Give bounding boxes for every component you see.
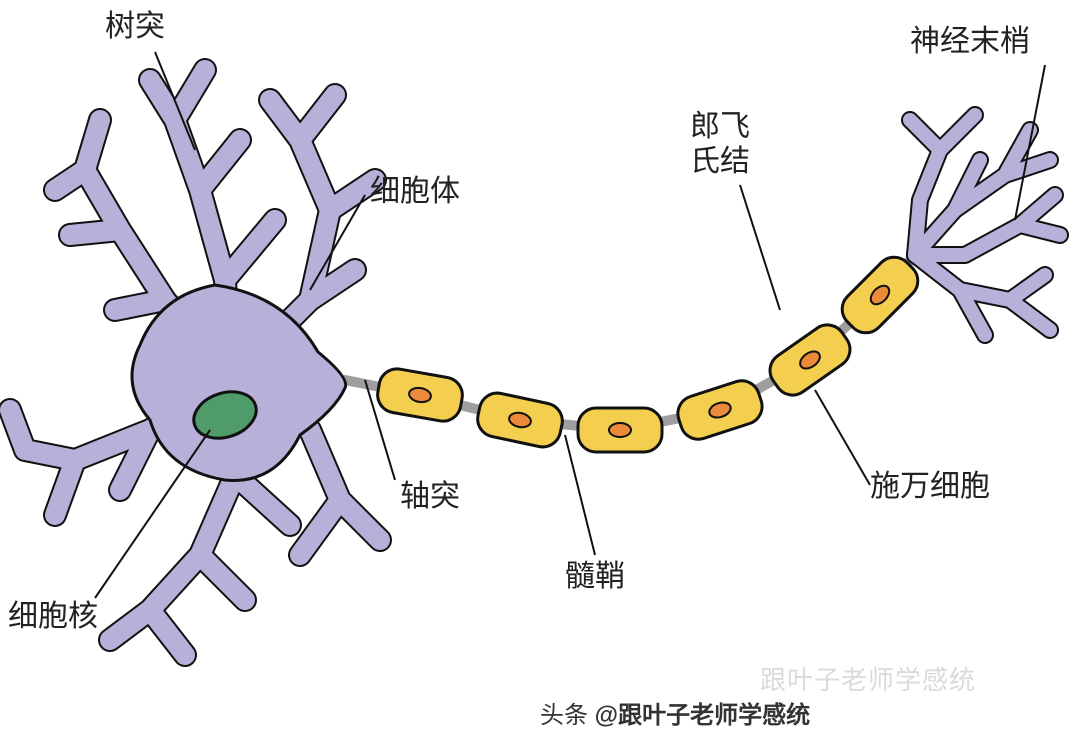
watermark-toutiao-handle: @跟叶子老师学感统 (595, 702, 810, 729)
watermark-toutiao-prefix: 头条 (540, 702, 595, 729)
myelin-sheath (375, 250, 925, 452)
label-myelin: 髓鞘 (565, 560, 625, 595)
watermark-toutiao: 头条 @跟叶子老师学感统 (540, 695, 810, 730)
label-schwann: 施万细胞 (870, 470, 990, 505)
label-dendrite: 树突 (105, 10, 165, 45)
schwann-nucleus (609, 423, 631, 437)
label-axon: 轴突 (400, 480, 460, 515)
label-terminal: 神经末梢 (910, 25, 1030, 60)
watermark-wechat: 跟叶子老师学感统 (760, 660, 976, 697)
axon-terminal (910, 115, 1060, 335)
label-node: 郎飞氏结 (690, 110, 750, 179)
label-soma: 细胞体 (370, 175, 460, 210)
label-nucleus: 细胞核 (8, 600, 98, 635)
